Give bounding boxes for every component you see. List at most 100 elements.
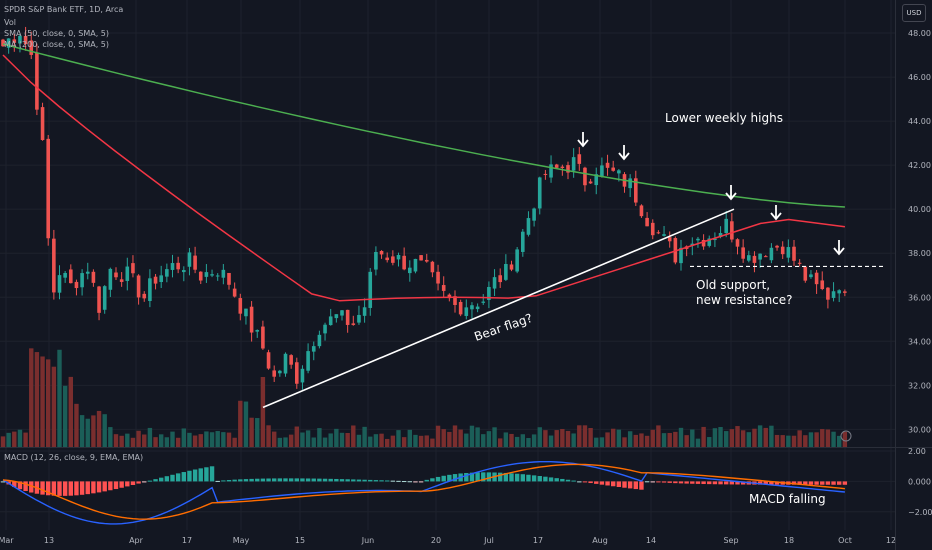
candle-body xyxy=(747,255,751,261)
candle-body xyxy=(532,208,536,221)
volume-bar xyxy=(763,427,768,447)
volume-bar xyxy=(458,429,463,447)
macd-histogram-bar xyxy=(255,478,260,482)
volume-bar xyxy=(627,431,633,447)
candle-body xyxy=(413,258,418,272)
candle-body xyxy=(52,238,56,293)
candle-body xyxy=(368,271,373,308)
macd-histogram-bar xyxy=(136,481,141,484)
candle-body xyxy=(797,262,802,264)
macd-histogram-bar xyxy=(644,481,650,483)
candle-body xyxy=(718,233,723,237)
candle-body xyxy=(29,40,34,55)
volume-bar xyxy=(401,437,407,447)
volume-bar xyxy=(498,438,503,447)
volume-bar xyxy=(577,425,582,447)
macd-histogram-bar xyxy=(650,481,655,483)
candle-body xyxy=(447,294,452,299)
candle-body xyxy=(408,267,412,274)
macd-histogram-bar xyxy=(740,481,746,485)
candle-body xyxy=(272,370,276,377)
candle-body xyxy=(515,249,519,272)
macd-histogram-bar xyxy=(322,478,328,482)
y-tick-label: 42.00 xyxy=(908,161,931,170)
volume-bar xyxy=(599,437,605,447)
volume-bar xyxy=(588,427,593,447)
macd-histogram-bar xyxy=(447,474,452,482)
x-tick-label: Mar xyxy=(0,536,14,545)
macd-histogram-bar xyxy=(441,475,446,482)
macd-histogram-bar xyxy=(243,479,249,482)
candle-body xyxy=(504,263,508,280)
macd-histogram-bar xyxy=(192,469,198,482)
volume-bar xyxy=(362,426,367,447)
candle-body xyxy=(74,281,79,289)
down-arrow-icon xyxy=(577,132,589,148)
x-tick-label: 15 xyxy=(295,536,305,545)
volume-bar xyxy=(424,435,429,447)
candle-body xyxy=(763,256,768,258)
candle-body xyxy=(306,351,310,371)
candle-body xyxy=(826,287,830,300)
volume-bar xyxy=(791,435,797,447)
x-tick-label: Apr xyxy=(129,536,144,545)
candle-body xyxy=(713,238,717,241)
macd-histogram-bar xyxy=(475,472,480,482)
macd-histogram-bar xyxy=(531,475,537,482)
macd-histogram-bar xyxy=(294,478,299,482)
macd-histogram-bar xyxy=(181,472,186,482)
candle-body xyxy=(311,346,316,352)
macd-histogram-bar xyxy=(23,481,28,492)
volume-bar xyxy=(147,427,153,447)
macd-histogram-bar xyxy=(221,480,226,482)
candle-body xyxy=(752,255,757,263)
macd-histogram-bar xyxy=(142,481,147,483)
macd-histogram-bar xyxy=(401,481,407,483)
volume-bar xyxy=(175,437,181,447)
moving-averages xyxy=(2,43,845,302)
currency-button[interactable]: USD xyxy=(902,4,926,22)
macd-histogram-bar xyxy=(661,481,667,483)
candle-body xyxy=(131,263,135,274)
candle-body xyxy=(402,255,406,270)
volume-bar xyxy=(825,429,831,447)
macd-histogram-bar xyxy=(91,481,96,494)
volume-bar xyxy=(531,434,537,447)
volume-bar xyxy=(418,435,424,447)
macd-histogram-bar xyxy=(678,481,684,484)
volume-bar xyxy=(447,431,452,447)
candle-body xyxy=(617,170,621,174)
down-arrow-head xyxy=(833,247,845,256)
volume-bar xyxy=(328,433,333,447)
macd-histogram-bar xyxy=(582,481,588,483)
legend-sma50: SMA (50, close, 0, SMA, 5) xyxy=(4,29,109,38)
macd-line xyxy=(2,461,845,525)
volume-bar xyxy=(667,432,672,447)
candle-body xyxy=(537,177,542,209)
candle-body xyxy=(475,306,480,310)
volume-bar xyxy=(260,377,266,447)
macd-histogram-bar xyxy=(204,467,209,482)
macd-histogram-bar xyxy=(611,481,616,487)
volume-bar xyxy=(407,429,412,447)
macd-histogram-bar xyxy=(130,481,136,486)
volume-bar xyxy=(769,425,774,447)
macd-histogram-bar xyxy=(368,479,373,482)
candle-body xyxy=(46,138,50,239)
volume-bar xyxy=(368,436,373,447)
candle-body xyxy=(374,252,378,270)
macd-histogram-bar xyxy=(51,481,57,496)
volume-bar xyxy=(187,432,192,447)
volume-bar xyxy=(537,427,542,447)
candle-body xyxy=(430,261,435,273)
volume-bar xyxy=(582,425,588,447)
volume-bar xyxy=(639,433,644,447)
macd-histogram-bar xyxy=(29,481,34,493)
candle-body xyxy=(600,165,604,177)
macd-histogram-bar xyxy=(311,478,316,482)
candle-body xyxy=(391,256,395,263)
candle-body xyxy=(385,257,389,261)
volume-bar xyxy=(226,432,232,447)
macd-histogram-bar xyxy=(656,481,661,483)
